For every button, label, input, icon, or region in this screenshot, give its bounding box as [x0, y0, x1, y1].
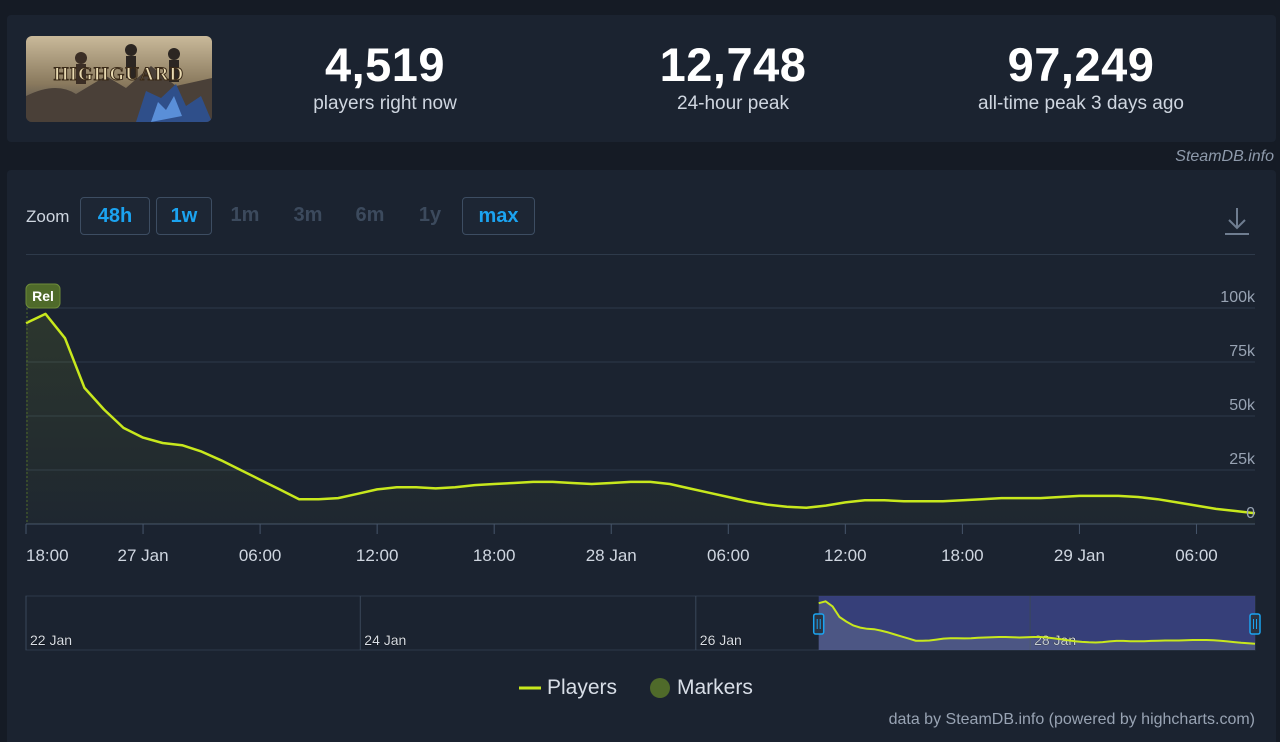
- navigator-handle-right[interactable]: [1249, 613, 1261, 635]
- zoom-48h-button[interactable]: 48h: [80, 197, 150, 235]
- x-axis: 18:00 27 Jan 06:00 12:00 18:00 28 Jan 06:00 12:…: [25, 524, 1218, 565]
- game-logo-text: HIGHGUARD: [54, 64, 184, 85]
- navigator-handle-left[interactable]: [812, 613, 825, 635]
- y-axis: 0 25k 50k 75k 100k: [1220, 289, 1256, 522]
- x-tick-label: 06:00: [707, 546, 750, 565]
- players-area: [26, 313, 1255, 524]
- y-tick-label: 25k: [1229, 451, 1256, 468]
- highcharts-credit[interactable]: data by SteamDB.info (powered by highcha…: [888, 711, 1255, 728]
- x-tick-label: 06:00: [239, 546, 282, 565]
- legend-marker-icon: [650, 678, 670, 699]
- y-tick-label: 100k: [1220, 289, 1256, 306]
- game-logo-art: HIGHGUARD: [26, 36, 212, 122]
- x-tick-label: 28 Jan: [586, 546, 637, 565]
- y-tick-label: 50k: [1229, 397, 1256, 414]
- stat-value: 12,748: [659, 38, 807, 91]
- download-icon: [1225, 208, 1249, 235]
- x-tick-label: 29 Jan: [1054, 546, 1105, 565]
- legend-item-markers[interactable]: Markers: [649, 676, 753, 700]
- steamdb-credit-top[interactable]: SteamDB.info: [1175, 148, 1274, 165]
- y-tick-label: 75k: [1229, 343, 1256, 360]
- zoom-1y-button: 1y: [418, 204, 442, 226]
- x-tick-label: 18:00: [26, 546, 69, 565]
- legend-item-players[interactable]: Players: [519, 676, 617, 700]
- stat-label: players right now: [313, 93, 457, 114]
- zoom-1m-button: 1m: [230, 204, 260, 226]
- navigator-area: [818, 601, 1255, 650]
- release-marker[interactable]: Rel: [25, 283, 61, 309]
- stat-label: 24-hour peak: [677, 93, 789, 114]
- navigator-series-line: [818, 600, 1256, 645]
- x-tick-label: 12:00: [356, 546, 399, 565]
- download-button[interactable]: [1222, 205, 1252, 237]
- navigator-label: 28 Jan: [1034, 632, 1076, 648]
- stat-24h-peak: 12,748 24-hour peak: [583, 39, 883, 115]
- marker-label: Rel: [32, 288, 54, 304]
- navigator-label: 26 Jan: [700, 632, 742, 648]
- zoom-6m-button: 6m: [355, 204, 385, 226]
- toolbar-separator: [26, 254, 1255, 255]
- y-tick-label: 0: [1246, 505, 1255, 522]
- players-series-line[interactable]: [25, 312, 1256, 515]
- stat-current-players: 4,519 players right now: [235, 39, 535, 115]
- x-tick-label: 27 Jan: [118, 546, 169, 565]
- legend-label: Players: [547, 676, 618, 699]
- stat-value: 4,519: [324, 38, 446, 91]
- game-logo[interactable]: HIGHGUARD: [26, 36, 212, 122]
- navigator[interactable]: 22 Jan 24 Jan 26 Jan 28 Jan: [25, 595, 1261, 651]
- zoom-3m-button: 3m: [293, 204, 323, 226]
- zoom-max-button[interactable]: max: [462, 197, 535, 235]
- zoom-label: Zoom: [26, 207, 70, 226]
- legend-label: Markers: [677, 676, 753, 699]
- stat-all-time-peak: 97,249 all-time peak 3 days ago: [931, 39, 1231, 115]
- stat-label: all-time peak 3 days ago: [978, 93, 1184, 114]
- zoom-1w-button[interactable]: 1w: [156, 197, 212, 235]
- x-tick-label: 06:00: [1175, 546, 1218, 565]
- x-tick-label: 18:00: [473, 546, 516, 565]
- navigator-label: 24 Jan: [364, 632, 406, 648]
- x-tick-label: 18:00: [941, 546, 984, 565]
- stat-value: 97,249: [1007, 38, 1155, 91]
- x-tick-label: 12:00: [824, 546, 867, 565]
- stats-panel: HIGHGUARD 4,519 players right now 12,748…: [7, 15, 1276, 142]
- navigator-label: 22 Jan: [30, 632, 72, 648]
- legend-line-icon: [519, 686, 541, 690]
